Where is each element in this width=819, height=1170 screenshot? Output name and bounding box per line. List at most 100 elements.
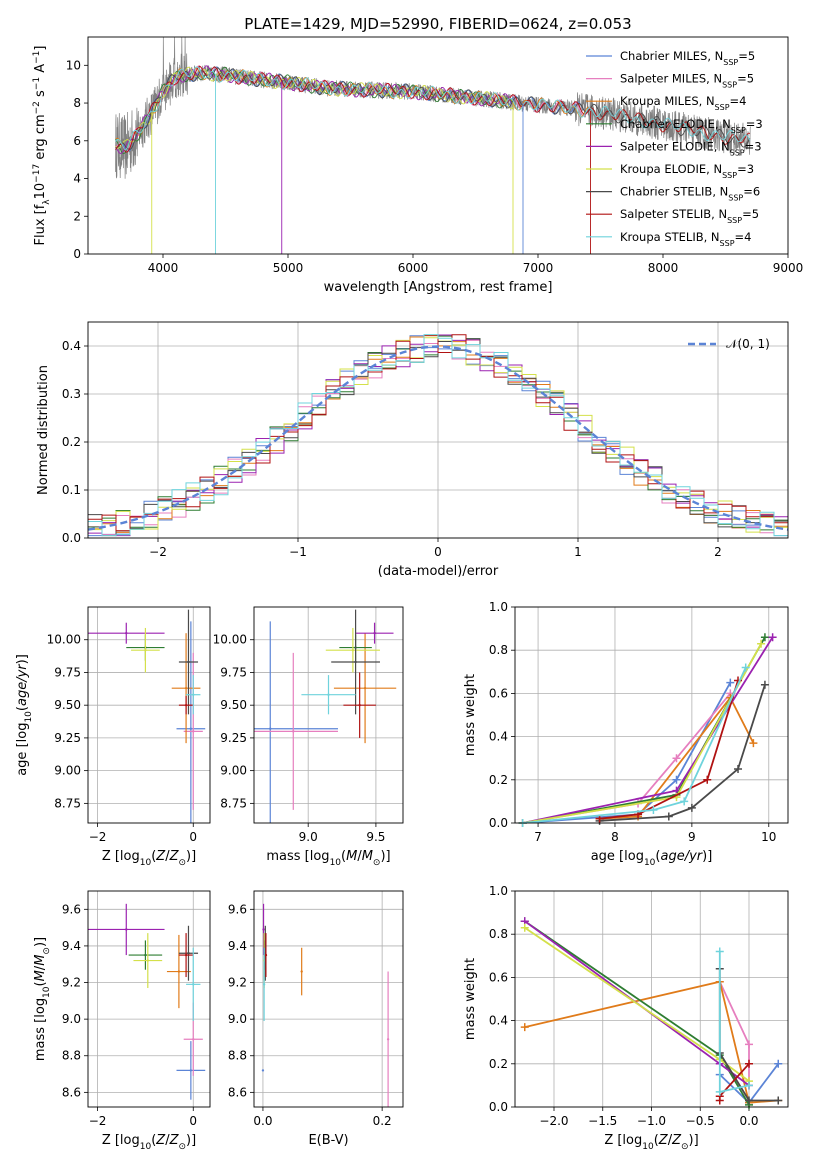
- y-tick-label: 9.25: [220, 731, 247, 745]
- y-tick-label: 4: [73, 172, 81, 186]
- x-tick-label: 6000: [398, 261, 429, 275]
- x-tick-label: 10: [761, 830, 776, 844]
- massweight_vs_Z-frame: [514, 890, 789, 1108]
- data-point: [262, 983, 266, 986]
- y-tick-label: 1.0: [489, 884, 508, 898]
- model-spectrum-chabrier-stelib: [115, 67, 751, 150]
- mass-weight-marker: [745, 1040, 753, 1049]
- data-point: [146, 959, 150, 962]
- x-tick-label: 9: [688, 830, 696, 844]
- massweight_vs_Z-ylabel: mass weight: [463, 958, 478, 1040]
- data-point: [189, 727, 193, 730]
- y-tick-label: 0.3: [62, 387, 81, 401]
- residuals-ylabel: Normed distribution: [36, 365, 51, 495]
- mass-weight-line: [522, 667, 747, 823]
- mass-weight-marker: [734, 765, 743, 773]
- x-tick-label: 0.0: [739, 1114, 758, 1128]
- x-tick-label: −0.5: [686, 1114, 715, 1128]
- residual-histogram-kroupa-stelib: [88, 334, 788, 537]
- y-tick-label: 10.00: [47, 633, 81, 647]
- legend-label: Kroupa MILES, NSSP=4: [620, 94, 746, 112]
- y-tick-label: 8.6: [228, 1085, 247, 1099]
- y-tick-label: 9.2: [228, 976, 247, 990]
- y-tick-label: 9.2: [62, 976, 81, 990]
- massweight_vs_age-frame: [514, 606, 789, 824]
- data-point: [351, 649, 355, 652]
- x-tick-label: 0.2: [373, 1114, 392, 1128]
- residuals-frame: [87, 321, 789, 539]
- x-tick-label: −2: [89, 1114, 107, 1128]
- y-tick-label: 8.75: [220, 796, 247, 810]
- data-point: [187, 660, 190, 664]
- mass-weight-marker: [703, 775, 712, 784]
- data-point: [292, 730, 295, 733]
- spectrum-axes: 4000 5000 6000 7000 8000 9000 0 2 4 6 8 10: [66, 58, 804, 275]
- legend-label: Salpeter MILES, NSSP=5: [620, 72, 754, 90]
- model-spectrum-salpeter-stelib: [115, 66, 751, 153]
- age_vs_Z-xlabel: Z [log10(Z/Z⊙)]: [102, 849, 196, 868]
- legend-label: Chabrier ELODIE, NSSP=3: [620, 117, 763, 135]
- mass-weight-line: [599, 680, 739, 820]
- mass_vs_EBV-frame: [253, 890, 404, 1108]
- data-point: [363, 686, 367, 690]
- data-point: [144, 953, 147, 957]
- y-tick-label: 0.2: [489, 1057, 508, 1071]
- mass-weight-marker: [520, 923, 529, 932]
- residuals-xlabel: (data-model)/error: [378, 564, 499, 579]
- mass-weight-marker: [520, 1023, 529, 1032]
- data-point: [262, 928, 265, 931]
- mass_vs_EBV-xlabel: E(B-V): [308, 1133, 348, 1148]
- model-spectrum-kroupa-stelib: [115, 66, 751, 151]
- spectrum-frame: [87, 36, 789, 255]
- age_vs_mass-xlabel: mass [log10(M/M⊙)]: [266, 849, 390, 868]
- data-point: [144, 649, 147, 652]
- y-tick-label: 0.2: [62, 435, 81, 449]
- data-point: [192, 693, 195, 696]
- x-tick-label: 8: [611, 830, 619, 844]
- mass-weight-marker: [726, 678, 735, 687]
- y-tick-label: 0.0: [489, 816, 508, 830]
- y-tick-label: 9.6: [62, 902, 81, 916]
- massweight_vs_Z-xlabel: Z [log10(Z/Z⊙)]: [604, 1133, 698, 1152]
- mass_vs_Z-axes: −2 0 8.6 8.8 9.0 9.2 9.4 9.6: [62, 891, 210, 1128]
- mass_vs_Z-ylabel: mass [log10(M/M⊙)]: [33, 937, 52, 1061]
- data-point: [300, 970, 303, 973]
- y-tick-label: 9.6: [228, 902, 247, 916]
- figure-title: PLATE=1429, MJD=52990, FIBERID=0624, z=0…: [244, 15, 631, 33]
- data-point: [187, 952, 190, 955]
- data-point: [125, 928, 128, 931]
- y-tick-label: 0.4: [489, 1014, 508, 1028]
- y-tick-label: 8.6: [62, 1085, 81, 1099]
- legend-label: Salpeter STELIB, NSSP=5: [620, 207, 759, 225]
- data-point: [269, 727, 272, 730]
- y-tick-label: 8.75: [54, 796, 81, 810]
- mass-weight-marker: [760, 680, 769, 689]
- x-tick-label: 0: [434, 545, 442, 559]
- y-tick-label: 9.50: [54, 698, 81, 712]
- y-tick-label: 9.00: [54, 764, 81, 778]
- x-tick-label: 5000: [273, 261, 304, 275]
- legend-label: 𝒩(0, 1): [726, 337, 770, 351]
- y-tick-label: 10.00: [213, 633, 247, 647]
- mass-weight-marker: [745, 1081, 753, 1090]
- x-tick-label: 7000: [523, 261, 554, 275]
- y-tick-label: 10: [66, 58, 81, 72]
- legend-label: Salpeter ELODIE, NSSP=3: [620, 139, 762, 157]
- y-tick-label: 9.0: [228, 1012, 247, 1026]
- mass-weight-marker: [745, 1059, 753, 1068]
- data-point: [373, 631, 376, 635]
- data-point: [354, 660, 357, 664]
- mass-weight-line: [524, 980, 779, 1104]
- data-point: [192, 730, 195, 733]
- mass-weight-marker: [672, 754, 681, 763]
- mass-weight-marker: [715, 1087, 724, 1096]
- x-tick-label: −1.5: [588, 1114, 617, 1128]
- mass-weight-marker: [664, 812, 673, 821]
- y-tick-label: 8.8: [228, 1049, 247, 1063]
- y-tick-label: 6: [73, 134, 81, 148]
- y-tick-label: 2: [73, 209, 81, 223]
- mass-weight-marker: [768, 633, 777, 642]
- x-tick-label: 9.0: [299, 830, 318, 844]
- y-tick-label: 0.1: [62, 483, 81, 497]
- y-tick-label: 0.8: [489, 927, 508, 941]
